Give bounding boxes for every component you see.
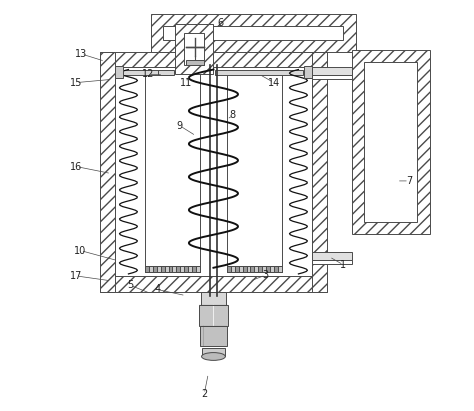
Text: 2: 2: [201, 389, 207, 399]
Text: 8: 8: [230, 111, 236, 120]
Bar: [100, 52, 115, 291]
Bar: [258, 266, 262, 272]
Bar: [164, 266, 169, 272]
Bar: [192, 266, 196, 272]
Text: 1: 1: [340, 260, 346, 270]
Bar: [352, 50, 429, 234]
Bar: [311, 52, 327, 291]
Text: 9: 9: [177, 120, 182, 131]
Bar: [145, 266, 200, 272]
Bar: [364, 62, 417, 222]
Bar: [227, 266, 231, 272]
Text: 13: 13: [75, 49, 88, 59]
Ellipse shape: [201, 353, 225, 360]
Bar: [184, 33, 204, 65]
Bar: [184, 266, 188, 272]
Bar: [199, 305, 228, 326]
Bar: [196, 266, 200, 272]
Bar: [201, 291, 226, 305]
Bar: [200, 326, 228, 346]
Bar: [250, 266, 255, 272]
Bar: [304, 66, 311, 78]
Bar: [100, 276, 327, 291]
Bar: [100, 52, 327, 67]
Bar: [163, 26, 344, 39]
Text: 6: 6: [218, 18, 224, 28]
Bar: [153, 266, 157, 272]
Bar: [115, 66, 123, 78]
Text: 11: 11: [180, 78, 192, 88]
Text: 16: 16: [70, 162, 82, 171]
Bar: [243, 266, 246, 272]
Bar: [169, 266, 173, 272]
Bar: [311, 75, 352, 79]
Text: 10: 10: [74, 245, 87, 256]
Bar: [215, 69, 303, 75]
Text: 7: 7: [406, 176, 412, 186]
Bar: [235, 266, 238, 272]
Bar: [246, 266, 250, 272]
Bar: [231, 266, 235, 272]
Bar: [201, 348, 225, 356]
Bar: [115, 67, 311, 276]
Bar: [274, 266, 278, 272]
Bar: [278, 266, 282, 272]
Bar: [158, 70, 174, 75]
Bar: [227, 266, 282, 272]
Bar: [149, 266, 153, 272]
Bar: [151, 14, 356, 52]
Bar: [145, 72, 200, 272]
Text: 4: 4: [154, 284, 160, 294]
Text: 5: 5: [128, 280, 134, 291]
Bar: [311, 252, 352, 260]
Bar: [181, 266, 184, 272]
Bar: [157, 266, 161, 272]
Bar: [186, 60, 204, 65]
Bar: [173, 266, 176, 272]
Bar: [255, 266, 258, 272]
Bar: [311, 260, 352, 264]
Text: 12: 12: [142, 69, 155, 79]
Bar: [161, 266, 164, 272]
Bar: [270, 266, 274, 272]
Text: 14: 14: [268, 78, 280, 88]
Bar: [311, 67, 352, 75]
Text: 3: 3: [263, 270, 269, 280]
Bar: [175, 24, 213, 74]
Text: 17: 17: [70, 271, 82, 281]
Bar: [188, 266, 192, 272]
Bar: [115, 69, 173, 75]
Bar: [238, 266, 243, 272]
Text: 15: 15: [70, 78, 82, 88]
Bar: [176, 266, 181, 272]
Bar: [266, 266, 270, 272]
Bar: [262, 266, 266, 272]
Bar: [227, 72, 282, 272]
Bar: [145, 266, 149, 272]
